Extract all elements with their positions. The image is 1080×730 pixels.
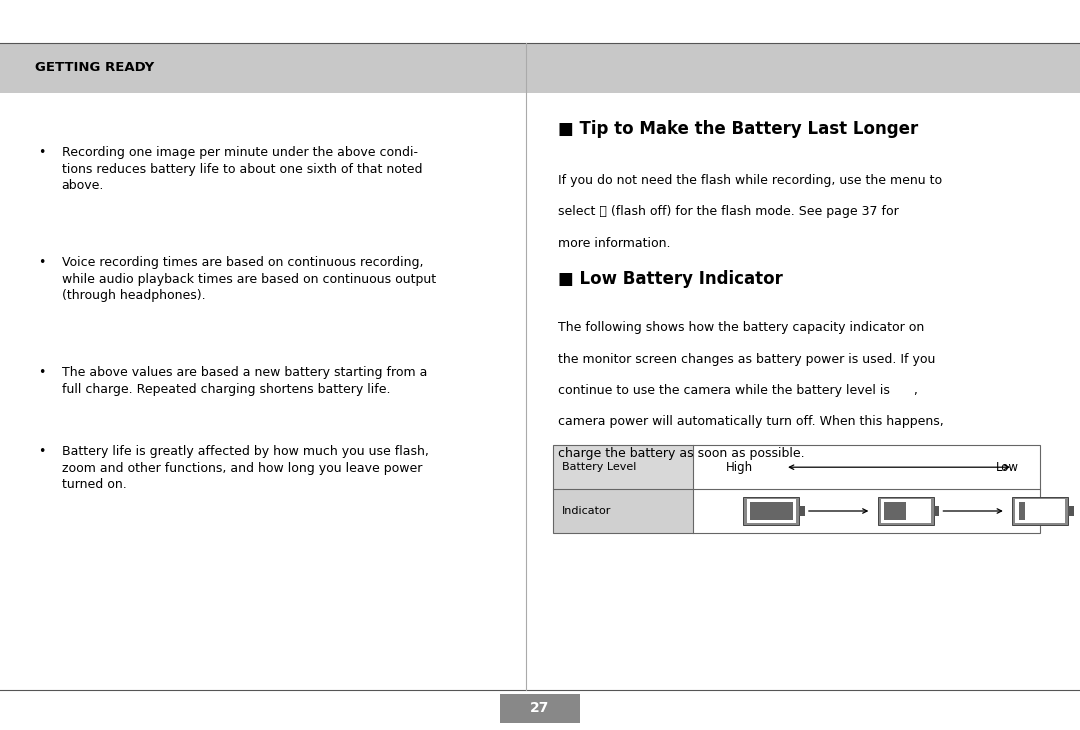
- Bar: [878, 497, 934, 525]
- Text: •: •: [38, 256, 45, 269]
- Text: •: •: [38, 146, 45, 159]
- Text: The following shows how the battery capacity indicator on: The following shows how the battery capa…: [558, 321, 924, 334]
- Text: camera power will automatically turn off. When this happens,: camera power will automatically turn off…: [558, 415, 944, 429]
- Bar: [553, 445, 1040, 533]
- Bar: [934, 506, 940, 516]
- Text: The above values are based a new battery starting from a
full charge. Repeated c: The above values are based a new battery…: [62, 366, 427, 396]
- Bar: [885, 502, 906, 520]
- Text: •: •: [38, 366, 45, 380]
- Bar: [1068, 506, 1074, 516]
- Text: continue to use the camera while the battery level is      ,: continue to use the camera while the bat…: [558, 384, 918, 397]
- Text: ■ Low Battery Indicator: ■ Low Battery Indicator: [558, 270, 783, 288]
- Bar: [1012, 497, 1068, 525]
- Text: Battery life is greatly affected by how much you use flash,
zoom and other funct: Battery life is greatly affected by how …: [62, 445, 429, 491]
- Text: Voice recording times are based on continuous recording,
while audio playback ti: Voice recording times are based on conti…: [62, 256, 435, 302]
- Text: High: High: [726, 461, 753, 474]
- Text: If you do not need the flash while recording, use the menu to: If you do not need the flash while recor…: [558, 174, 943, 187]
- Bar: [743, 497, 799, 525]
- Bar: [0, 43, 1080, 93]
- Bar: [1018, 502, 1025, 520]
- Text: Battery Level: Battery Level: [562, 462, 636, 472]
- Bar: [881, 499, 931, 523]
- Bar: [750, 502, 793, 520]
- Text: select Ⓙ (flash off) for the flash mode. See page 37 for: select Ⓙ (flash off) for the flash mode.…: [558, 205, 900, 218]
- Text: the monitor screen changes as battery power is used. If you: the monitor screen changes as battery po…: [558, 353, 935, 366]
- Bar: [799, 506, 805, 516]
- Text: GETTING READY: GETTING READY: [35, 61, 153, 74]
- Text: •: •: [38, 445, 45, 458]
- Bar: [500, 694, 580, 723]
- Bar: [553, 489, 693, 533]
- Text: charge the battery as soon as possible.: charge the battery as soon as possible.: [558, 447, 805, 460]
- Text: more information.: more information.: [558, 237, 671, 250]
- Text: Indicator: Indicator: [562, 506, 611, 516]
- Text: Low: Low: [996, 461, 1018, 474]
- Bar: [746, 499, 796, 523]
- Bar: [553, 445, 693, 489]
- Bar: [1015, 499, 1065, 523]
- Text: ■ Tip to Make the Battery Last Longer: ■ Tip to Make the Battery Last Longer: [558, 120, 919, 139]
- Text: Recording one image per minute under the above condi-
tions reduces battery life: Recording one image per minute under the…: [62, 146, 422, 192]
- Text: 27: 27: [530, 701, 550, 715]
